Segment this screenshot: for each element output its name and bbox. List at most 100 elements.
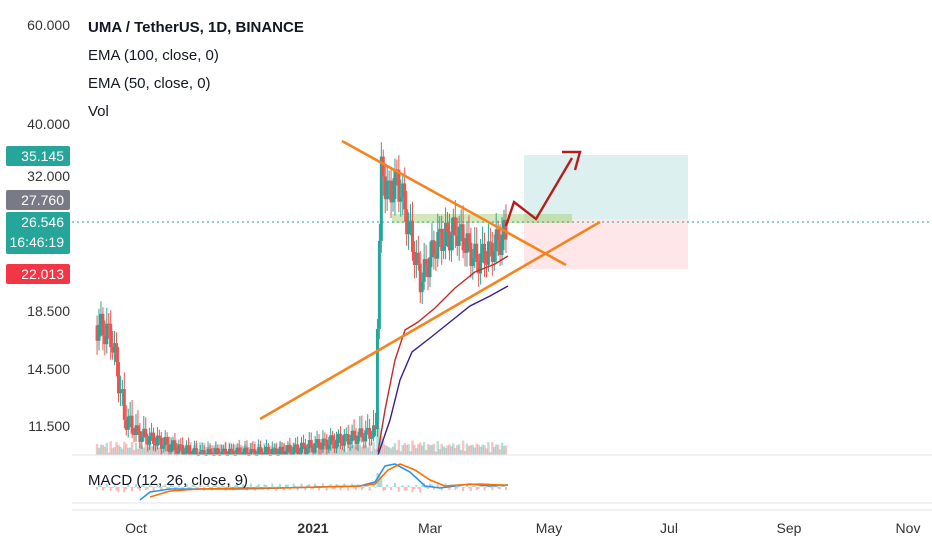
volume-bar [158, 447, 161, 455]
candle-body [266, 446, 270, 455]
candle-body [494, 229, 498, 252]
volume-bar [442, 446, 445, 455]
macd-hist-bar [207, 483, 210, 487]
volume-bar [162, 450, 165, 455]
candle-body [338, 433, 342, 444]
macd-hist-bar [296, 487, 299, 491]
x-tick-mar: Mar [417, 520, 443, 536]
macd-hist-bar [164, 484, 167, 487]
candle-body [107, 323, 111, 325]
candle-body [167, 444, 171, 453]
macd-hist-bar [197, 487, 200, 489]
macd-hist-bar [399, 486, 402, 487]
candle-body [280, 446, 284, 451]
macd-hist-bar [96, 487, 99, 490]
candle-body [155, 435, 159, 446]
candle-body [282, 450, 286, 455]
macd-hist-bar [140, 485, 143, 487]
x-tick-jul: Jul [660, 520, 678, 536]
candle-body [317, 439, 321, 449]
macd-hist-bar [144, 487, 147, 490]
macd-hist-bar [456, 487, 459, 489]
volume-bar [438, 448, 441, 455]
volume-bar [477, 444, 480, 455]
projection-arrow[interactable] [504, 157, 574, 227]
volume-bar [491, 442, 494, 455]
macd-hist-bar [419, 487, 422, 493]
volume-bar [440, 443, 443, 455]
candle-body [216, 448, 220, 455]
macd-hist-bar [160, 487, 163, 491]
projection-arrow-head [562, 150, 582, 171]
candle-body [323, 438, 327, 440]
macd-hist-bar [380, 476, 383, 487]
upper-trendline[interactable] [341, 139, 567, 267]
legend-vol[interactable]: Vol [88, 103, 109, 120]
candle-body [189, 450, 193, 455]
candle-body [321, 438, 325, 450]
candle-body [329, 435, 333, 445]
volume-bar [483, 445, 486, 455]
candle-body [175, 450, 179, 454]
candle-body [118, 390, 122, 394]
volume-bar [498, 449, 502, 455]
macd-hist-bar [366, 486, 369, 487]
macd-hist-bar [436, 482, 439, 487]
candle-body [412, 251, 416, 266]
volume-bar [376, 427, 379, 455]
candle-body [115, 343, 119, 363]
volume-bar [494, 444, 498, 455]
macd-hist-bar [343, 483, 346, 487]
candle-body [130, 415, 134, 434]
volume-bar [350, 445, 354, 455]
volume-bar [97, 448, 101, 455]
candle-body [473, 243, 477, 258]
candle-body [270, 449, 274, 455]
macd-legend[interactable]: MACD (12, 26, close, 9) [88, 472, 249, 489]
volume-bar [348, 447, 352, 455]
legend-ema50[interactable]: EMA (50, close, 0) [88, 75, 211, 92]
legend-ema100[interactable]: EMA (100, close, 0) [88, 47, 219, 64]
volume-bar [109, 441, 112, 455]
macd-hist-bar [415, 484, 418, 487]
legend-title: UMA / TetherUS, 1D, BINANCE [88, 19, 304, 36]
candle-body [134, 425, 138, 435]
macd-hist-bar [273, 486, 276, 488]
macd-hist-bar [131, 487, 134, 492]
candle-body [307, 440, 311, 449]
candle-body [391, 198, 395, 203]
volume-bar [401, 445, 404, 455]
volume-bar [465, 443, 469, 455]
candle-body [348, 441, 352, 445]
macd-hist-bar [249, 483, 252, 487]
candle-body [126, 416, 130, 430]
volume-bar [461, 440, 465, 455]
stop-price-tag: 22.013 [6, 264, 70, 284]
candle-body [103, 335, 107, 345]
candle-body [447, 231, 451, 251]
y-tick-18-5: 18.500 [27, 303, 70, 319]
lower-trendline[interactable] [259, 220, 601, 421]
y-tick-40: 40.000 [27, 116, 70, 132]
candle-body [298, 453, 302, 455]
candle-body [383, 176, 387, 200]
macd-hist-bar [111, 487, 114, 488]
candle-body [249, 448, 253, 455]
macd-hist-bar [294, 486, 297, 487]
macd-hist-bar [378, 474, 381, 487]
candle-body [430, 240, 434, 258]
volume-bar [421, 445, 424, 455]
candle-body [179, 444, 183, 446]
macd-hist-bar [286, 484, 289, 487]
volume-bar [113, 447, 116, 455]
macd-hist-bar [395, 487, 398, 488]
macd-hist-bar [99, 485, 102, 487]
candle-body [424, 259, 428, 266]
volume-bar [450, 446, 453, 455]
volume-bar [370, 451, 373, 455]
candle-body [381, 156, 385, 177]
candle-body [372, 425, 376, 438]
volume-bar [409, 451, 412, 455]
macd-hist-bar [405, 487, 408, 491]
